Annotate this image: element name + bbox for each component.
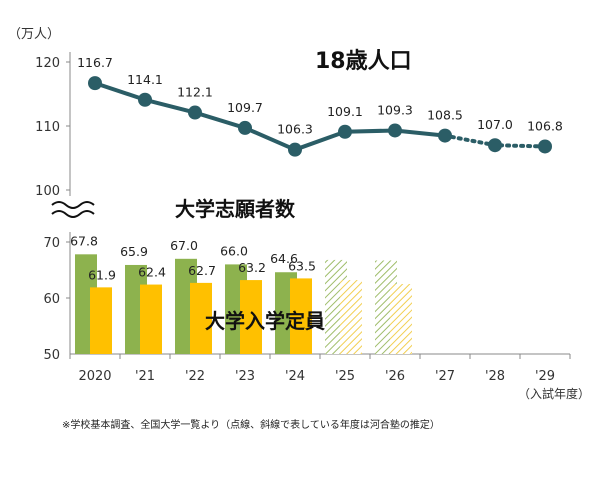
source-note: ※学校基本調査、全国大学一覧より（点線、斜線で表している年度は河合塾の推定）	[62, 418, 440, 431]
y-tick-label: 110	[35, 120, 60, 135]
population-point	[138, 92, 152, 107]
population-value-label: 106.8	[527, 118, 563, 133]
bar-value-label: 62.4	[138, 265, 166, 280]
x-tick-label: '25	[335, 369, 355, 384]
line-series-title: 18歳人口	[315, 49, 412, 74]
axis-break-icon	[51, 201, 95, 209]
bar-value-label: 67.0	[170, 238, 198, 253]
units-label: （万人）	[8, 27, 60, 42]
population-point	[538, 139, 552, 154]
bar-value-label: 66.0	[220, 243, 248, 258]
bar-value-label: 63.2	[238, 260, 266, 275]
bar-value-label: 61.9	[88, 267, 116, 282]
y-tick-label: 70	[43, 236, 60, 251]
applicants-series-title: 大学志願者数	[175, 197, 296, 221]
population-value-label: 114.1	[127, 72, 163, 87]
x-tick-label: '23	[235, 369, 255, 384]
capacity-bar	[340, 280, 362, 354]
population-value-label: 109.1	[327, 104, 363, 119]
population-value-label: 112.1	[177, 85, 213, 100]
population-value-label: 109.3	[377, 102, 413, 117]
population-point	[488, 138, 502, 153]
x-axis-suffix: （入試年度）	[518, 386, 590, 401]
population-value-label: 109.7	[227, 100, 263, 115]
x-tick-label: '21	[135, 369, 155, 384]
bar-value-label: 62.7	[188, 263, 216, 278]
axis-break-icon	[51, 210, 95, 218]
bar-value-label: 67.8	[70, 233, 98, 248]
population-value-label: 108.5	[427, 108, 463, 123]
x-tick-label: '27	[435, 369, 455, 384]
bar-value-label: 65.9	[120, 244, 148, 259]
bar-value-label: 63.5	[288, 258, 316, 273]
x-tick-label: '26	[385, 369, 405, 384]
population-value-label: 106.3	[277, 122, 313, 137]
y-tick-label: 100	[35, 184, 60, 199]
capacity-bar	[140, 284, 162, 354]
x-tick-label: '24	[285, 369, 305, 384]
population-point	[88, 76, 102, 91]
population-line	[94, 81, 446, 152]
y-tick-label: 120	[35, 56, 60, 71]
population-value-label: 116.7	[77, 55, 113, 70]
y-tick-label: 60	[43, 292, 60, 307]
population-point	[388, 123, 402, 138]
capacity-bar	[90, 287, 112, 354]
population-point	[438, 128, 452, 143]
population-point	[288, 142, 302, 157]
y-tick-label: 50	[43, 348, 60, 363]
capacity-bar	[240, 280, 262, 354]
capacity-series-title: 大学入学定員	[205, 309, 325, 333]
population-value-label: 107.0	[477, 117, 513, 132]
population-point	[188, 105, 202, 120]
x-tick-label: 2020	[78, 369, 111, 384]
capacity-bar	[290, 278, 312, 354]
population-point	[338, 124, 352, 139]
capacity-bar	[390, 284, 412, 354]
x-tick-label: '29	[535, 369, 555, 384]
bar-value-label: 64.6	[270, 251, 298, 266]
x-tick-label: '28	[485, 369, 505, 384]
capacity-bar	[190, 282, 212, 354]
population-point	[238, 120, 252, 135]
x-tick-label: '22	[185, 369, 205, 384]
